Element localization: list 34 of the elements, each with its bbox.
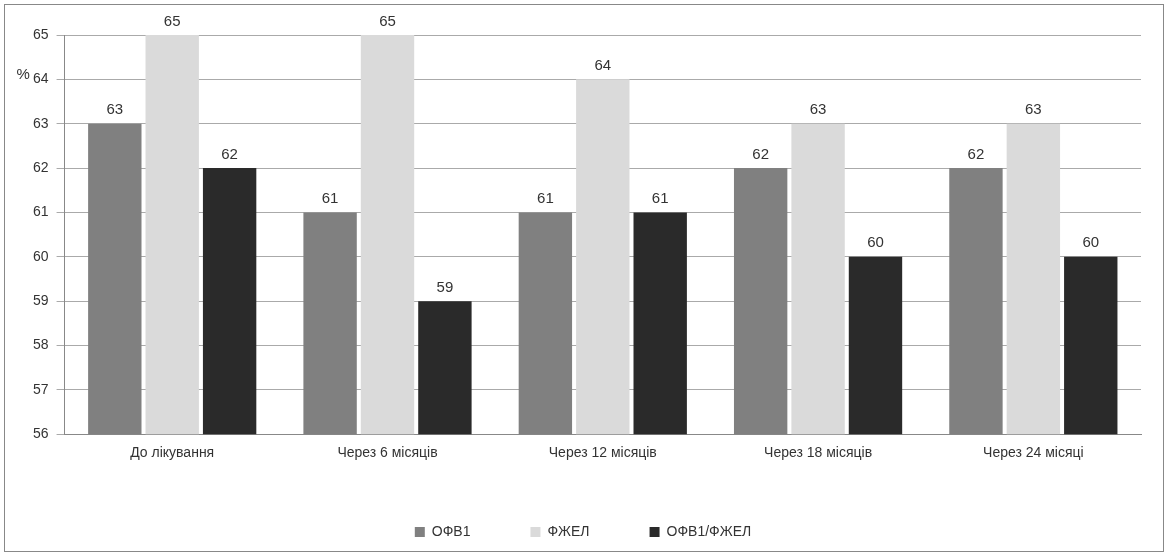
data-label: 62	[221, 144, 238, 162]
data-label: 64	[594, 56, 612, 73]
data-label: 62	[752, 144, 770, 162]
legend-label: ОФВ1/ФЖЕЛ	[666, 522, 752, 539]
data-label: 61	[537, 189, 554, 207]
y-tick-label: 62	[32, 158, 49, 175]
y-tick-label: 57	[32, 380, 49, 397]
x-tick-label: Через 12 місяців	[548, 444, 657, 461]
y-tick-label: 59	[32, 291, 49, 308]
data-label: 62	[967, 144, 985, 162]
y-tick-label: 65	[32, 25, 49, 42]
x-tick-label: До лікування	[130, 444, 215, 461]
legend-label: ОФВ1	[431, 522, 471, 539]
data-label: 63	[1025, 100, 1042, 118]
data-label: 61	[321, 189, 339, 207]
y-tick-label: 64	[32, 70, 49, 87]
data-label: 65	[379, 11, 396, 29]
data-label: 65	[163, 11, 181, 29]
data-label: 60	[1082, 233, 1100, 251]
x-tick-label: Через 18 місяців	[764, 444, 873, 461]
y-tick-label: 56	[32, 425, 49, 442]
legend-label: ФЖЕЛ	[547, 522, 590, 539]
x-tick-label: Через 6 місяців	[337, 444, 438, 461]
y-tick-label: 60	[32, 247, 49, 264]
y-tick-label: 58	[32, 336, 49, 353]
y-tick-label: 63	[32, 114, 49, 131]
x-tick-label: Через 24 місяці	[983, 444, 1084, 461]
data-label: 61	[651, 189, 669, 207]
y-tick-label: 61	[32, 203, 49, 220]
data-label: 63	[106, 100, 124, 118]
data-label: 63	[809, 100, 827, 118]
data-label: 60	[867, 233, 884, 251]
y-axis-title: %	[16, 65, 30, 83]
data-label: 59	[436, 277, 454, 295]
